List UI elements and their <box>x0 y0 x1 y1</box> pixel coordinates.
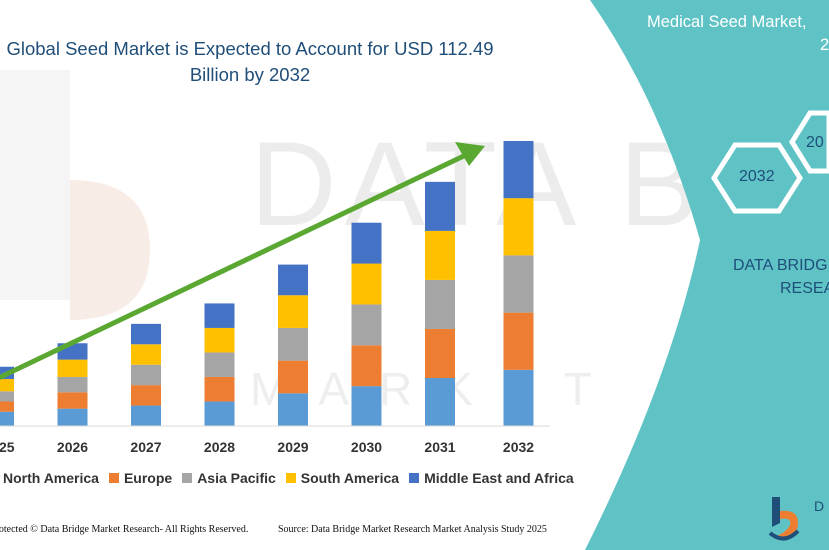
bar-2027-middle-east-and-africa <box>131 323 161 345</box>
bar-2025-north-america <box>0 411 14 426</box>
x-tick-2032: 2032 <box>503 439 534 455</box>
legend-swatch <box>409 473 420 483</box>
stacked-bar-chart: 2025 2026 2027 2028 2029 2030 2031 2032 <box>0 141 550 455</box>
source-text: Source: Data Bridge Market Research Mark… <box>278 524 547 535</box>
trend-arrow <box>0 150 473 380</box>
bar-2029-north-america <box>278 393 308 426</box>
legend-item-south-america: South America <box>285 470 400 486</box>
x-tick-labels: 2025 2026 2027 2028 2029 2030 2031 2032 <box>0 439 534 455</box>
bar-2025-europe <box>0 401 14 412</box>
bar-2026-asia-pacific <box>57 376 88 393</box>
trend-arrowhead <box>455 142 485 166</box>
legend: North America Europe Asia Pacific South Ame… <box>0 470 584 488</box>
bar-2032-north-america <box>503 369 534 426</box>
bar-2028-europe <box>204 376 235 402</box>
x-tick-2026: 2026 <box>57 439 88 455</box>
hex-2032-label: 2032 <box>739 168 775 185</box>
bar-2027-south-america <box>131 344 161 365</box>
bar-2028-middle-east-and-africa <box>204 303 235 328</box>
brand-line-2: RESEA <box>780 280 829 297</box>
hex-20 <box>789 110 829 174</box>
bar-2030-south-america <box>351 263 382 305</box>
bar-2028-asia-pacific <box>204 352 235 377</box>
legend-label: Asia Pacific <box>197 470 276 486</box>
bar-2025-south-america <box>0 379 14 392</box>
x-tick-2031: 2031 <box>424 439 455 455</box>
bar-2029-asia-pacific <box>278 327 308 361</box>
bar-2030-middle-east-and-africa <box>351 222 382 264</box>
bar-2031-north-america <box>425 377 455 426</box>
bar-2031-south-america <box>425 230 455 280</box>
legend-item-europe: Europe <box>108 470 173 486</box>
bar-2027-north-america <box>131 405 161 426</box>
bar-2031-asia-pacific <box>425 279 455 329</box>
bar-2028-south-america <box>204 327 235 353</box>
bar-2030-asia-pacific <box>351 304 382 346</box>
bar-2030-europe <box>351 345 382 387</box>
bar-2026-europe <box>57 392 88 409</box>
bar-2030-north-america <box>351 386 382 426</box>
bar-2032-asia-pacific <box>503 255 534 313</box>
bar-2027-asia-pacific <box>131 364 161 386</box>
panel-title: Medical Seed Market, <box>647 13 807 31</box>
copyright-text: Protected © Data Bridge Market Research-… <box>0 524 249 535</box>
bar-2031-middle-east-and-africa <box>425 181 455 231</box>
x-tick-2030: 2030 <box>351 439 382 455</box>
bar-2032-middle-east-and-africa <box>503 141 534 199</box>
legend-swatch <box>285 473 296 483</box>
x-tick-2028: 2028 <box>204 439 235 455</box>
bar-2029-south-america <box>278 295 308 328</box>
bars-group <box>0 141 534 426</box>
legend-swatch <box>108 473 119 483</box>
logo-text: D <box>814 498 824 514</box>
bar-2032-europe <box>503 312 534 370</box>
legend-label: South America <box>300 470 400 486</box>
legend-label: Middle East and Africa <box>424 470 574 486</box>
panel-title-cont: 2 <box>820 36 829 54</box>
data-bridge-logo: D <box>768 497 824 541</box>
bar-2026-south-america <box>57 359 88 377</box>
bar-2031-europe <box>425 328 455 378</box>
bar-2028-north-america <box>204 401 235 426</box>
bar-2032-south-america <box>503 198 534 256</box>
legend-item-north-america: North America <box>0 470 99 486</box>
brand-line-1: DATA BRIDG <box>733 257 828 274</box>
bar-2029-middle-east-and-africa <box>278 264 308 296</box>
page-title: Global Seed Market is Expected to Accoun… <box>6 38 494 85</box>
legend-item-asia-pacific: Asia Pacific <box>182 470 276 486</box>
legend-label: Europe <box>123 470 173 486</box>
x-tick-2025: 2025 <box>0 439 15 455</box>
bar-2029-europe <box>278 360 308 394</box>
x-tick-2029: 2029 <box>277 439 308 455</box>
legend-swatch <box>182 473 193 483</box>
bar-2025-asia-pacific <box>0 391 14 402</box>
bar-2027-europe <box>131 385 161 406</box>
x-tick-2027: 2027 <box>130 439 161 455</box>
bar-2026-north-america <box>57 408 88 426</box>
legend-label: North America <box>3 470 99 486</box>
hex-2032 <box>711 142 803 214</box>
legend-item-middle-east-and-africa: Middle East and Africa <box>409 470 574 486</box>
hex-20-label: 20 <box>806 134 824 151</box>
